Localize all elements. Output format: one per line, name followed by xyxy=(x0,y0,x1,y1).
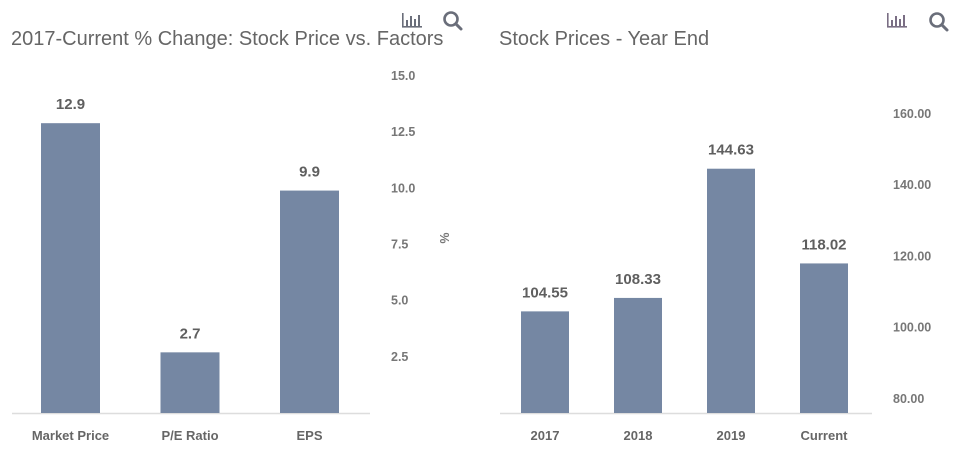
bar xyxy=(707,168,755,413)
y-tick-label: 160.00 xyxy=(893,107,931,121)
y-tick-label: 120.00 xyxy=(893,249,931,263)
bar xyxy=(614,297,662,413)
search-icon[interactable] xyxy=(928,11,950,38)
search-icon[interactable] xyxy=(442,10,464,37)
bar-chart-icon[interactable] xyxy=(401,11,423,34)
right-bar-chart: 80.00 100.00 120.00 140.00 160.00 104.55 2017 1… xyxy=(500,107,931,443)
y-tick-label: 80.00 xyxy=(893,392,924,406)
data-label: 9.9 xyxy=(299,164,320,181)
x-tick-label: 2017 xyxy=(531,428,560,443)
bar-chart-icon[interactable] xyxy=(886,11,908,34)
bar xyxy=(280,190,339,413)
x-tick-label: Market Price xyxy=(32,428,109,443)
left-chart-title: 2017-Current % Change: Stock Price vs. F… xyxy=(11,28,444,50)
y-tick-label: 10.0 xyxy=(391,181,415,195)
right-chart-title: Stock Prices - Year End xyxy=(499,28,710,50)
y-axis-label: % xyxy=(437,232,451,243)
data-label: 2.7 xyxy=(180,325,201,342)
data-label: 144.63 xyxy=(708,142,754,159)
x-tick-label: P/E Ratio xyxy=(161,428,218,443)
data-label: 108.33 xyxy=(615,271,661,288)
y-tick-label: 140.00 xyxy=(893,178,931,192)
left-bar-chart: 2.5 5.0 7.5 10.0 12.5 15.0% 12.9 Market Price 2.… xyxy=(12,69,451,443)
data-label: 12.9 xyxy=(56,96,85,113)
x-tick-label: Current xyxy=(801,428,849,443)
bar xyxy=(160,352,220,413)
y-tick-label: 5.0 xyxy=(391,294,408,308)
y-tick-label: 7.5 xyxy=(391,238,408,252)
data-label: 118.02 xyxy=(801,236,846,253)
bar xyxy=(521,311,569,413)
x-tick-label: EPS xyxy=(296,428,322,443)
data-label: 104.55 xyxy=(522,284,568,301)
x-tick-label: 2019 xyxy=(717,428,746,443)
y-tick-label: 12.5 xyxy=(391,125,415,139)
bar xyxy=(800,263,848,413)
y-tick-label: 100.00 xyxy=(893,321,931,335)
x-tick-label: 2018 xyxy=(624,428,653,443)
bar xyxy=(41,123,100,414)
y-tick-label: 2.5 xyxy=(391,350,408,364)
y-tick-label: 15.0 xyxy=(391,69,415,83)
